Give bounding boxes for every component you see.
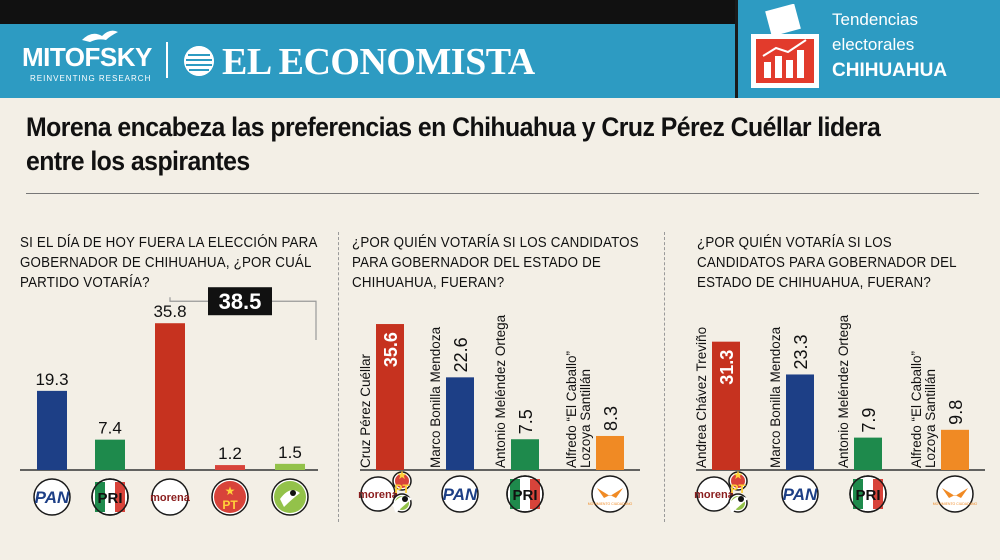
- pri-logo-icon-c2-2: PRI: [506, 475, 544, 513]
- chart-2-candidate-name-2: Antonio Meléndez Ortega: [493, 314, 508, 468]
- section-label-1: Tendencias: [832, 10, 919, 29]
- pan-logo-icon-c1-0: PAN: [33, 478, 71, 516]
- pt-logo-icon-c2-0b: ★PT: [392, 468, 412, 496]
- chart-3-value-label-0: 31.3: [717, 350, 737, 385]
- top-black-bar: [0, 0, 735, 24]
- chart-3-bar-1: [786, 374, 814, 470]
- svg-text:MOVIMIENTO CIUDADANO: MOVIMIENTO CIUDADANO: [588, 502, 633, 506]
- headline-rule: [26, 193, 979, 194]
- chart-1-bar-1: [95, 439, 125, 470]
- svg-text:PT: PT: [730, 482, 746, 496]
- mitofsky-bird-icon: [82, 30, 118, 42]
- pt-logo-icon-c3-0b: ★PT: [728, 468, 748, 496]
- chart-3-bar-0: [712, 341, 740, 470]
- svg-text:PT: PT: [222, 498, 238, 512]
- svg-text:PRI: PRI: [512, 487, 537, 504]
- svg-text:★: ★: [733, 468, 744, 482]
- section-label-2: electorales: [832, 35, 915, 54]
- chart-2-bar-0: [376, 324, 404, 470]
- morena-logo-icon-c2-0: morena: [358, 476, 399, 512]
- brand-divider: [166, 42, 168, 78]
- svg-text:PRI: PRI: [855, 487, 880, 504]
- ballot-box-icon: [751, 4, 819, 88]
- chart-3-candidate-name-3-b: Lozoya Santillán: [923, 369, 938, 468]
- chart-1-value-label-0: 19.3: [35, 370, 68, 389]
- chart-2-value-label-2: 7.5: [516, 409, 536, 434]
- column-divider-1: [338, 232, 339, 522]
- chart-1-total-label: 38.5: [219, 289, 262, 314]
- pri-logo-icon-c3-2: PRI: [849, 475, 887, 513]
- chart-1-total-box: [208, 287, 272, 316]
- chart-3-value-label-1: 23.3: [791, 334, 811, 369]
- chart-2-question: ¿POR QUIÉN VOTARÍA SI LOS CANDIDATOS PAR…: [352, 235, 639, 291]
- chart-2-value-label-1: 22.6: [451, 337, 471, 372]
- chart-2-bar-1: [446, 377, 474, 470]
- header-banner: [0, 24, 735, 98]
- svg-text:PRI: PRI: [97, 490, 122, 507]
- section-label-3: CHIHUAHUA: [832, 60, 948, 81]
- pvem-logo-icon-c2-0c: [392, 493, 412, 513]
- chart-1-bar-0: [37, 390, 67, 470]
- svg-text:morena: morena: [694, 489, 735, 501]
- svg-text:PAN: PAN: [783, 485, 818, 504]
- svg-text:★: ★: [225, 484, 236, 498]
- chart-1-bar-3: [215, 465, 245, 470]
- morena-logo-icon-c3-0: morena: [694, 476, 735, 512]
- chart-2-candidate-name-3-a: Alfredo “El Caballo”: [564, 351, 579, 468]
- chart-2-value-label-3: 8.3: [601, 406, 621, 431]
- mc-logo-icon-c2-3: MOVIMIENTO CIUDADANO: [588, 475, 633, 513]
- headline: Morena encabeza las preferencias en Chih…: [26, 112, 881, 176]
- chart-1-bar-4: [275, 463, 305, 470]
- chart-3-value-label-2: 7.9: [859, 408, 879, 433]
- section-panel: Tendencias electorales CHIHUAHUA: [735, 0, 1000, 98]
- chart-3-value-label-3: 9.8: [946, 400, 966, 425]
- svg-text:PAN: PAN: [443, 485, 478, 504]
- chart-2-bar-2: [511, 439, 539, 470]
- chart-3-candidate-name-0: Andrea Chávez Treviño: [694, 327, 709, 468]
- pvem-logo-icon-c1-4: [271, 478, 309, 516]
- chart-1-value-label-3: 1.2: [218, 444, 242, 463]
- pan-logo-icon-c2-1: PAN: [441, 475, 479, 513]
- chart-3-candidate-name-3-a: Alfredo “El Caballo”: [909, 351, 924, 468]
- chart-3-candidate-name-2: Antonio Meléndez Ortega: [836, 314, 851, 468]
- svg-text:PT: PT: [394, 482, 410, 496]
- chart-1-question: SI EL DÍA DE HOY FUERA LA ELECCIÓN PARA …: [20, 235, 317, 291]
- mitofsky-tagline: REINVENTING RESEARCH: [30, 74, 152, 83]
- chart-3-candidate-name-1: Marco Bonilla Mendoza: [768, 326, 783, 468]
- svg-text:MOVIMIENTO CIUDADANO: MOVIMIENTO CIUDADANO: [933, 502, 978, 506]
- svg-text:★: ★: [397, 468, 408, 482]
- el-economista-logo: EL ECONOMISTA: [222, 41, 535, 83]
- chart-2-candidate-name-0: Cruz Pérez Cuéllar: [358, 353, 373, 468]
- svg-text:morena: morena: [150, 492, 191, 504]
- morena-logo-icon-c1-2: morena: [150, 478, 191, 516]
- column-divider-2: [664, 232, 665, 522]
- mitofsky-logo: MITOFSKY: [22, 42, 152, 72]
- chart-2-candidate-name-3-b: Lozoya Santillán: [578, 369, 593, 468]
- el-economista-globe-icon: [184, 46, 214, 76]
- pri-logo-icon-c1-1: PRI: [91, 478, 129, 516]
- mc-logo-icon-c3-3: MOVIMIENTO CIUDADANO: [933, 475, 978, 513]
- chart-1-value-label-2: 35.8: [153, 302, 186, 321]
- chart-3-question: ¿POR QUIÉN VOTARÍA SI LOS CANDIDATOS PAR…: [697, 235, 957, 291]
- chart-3-bar-3: [941, 429, 969, 470]
- chart-3-bar-2: [854, 437, 882, 470]
- chart-1-value-label-1: 7.4: [98, 419, 122, 438]
- chart-2-bar-3: [596, 435, 624, 470]
- svg-text:morena: morena: [358, 489, 399, 501]
- chart-1-bar-2: [155, 323, 185, 470]
- svg-text:PAN: PAN: [35, 488, 70, 507]
- chart-1-value-label-4: 1.5: [278, 443, 302, 462]
- pt-logo-icon-c1-3: ★PT: [211, 478, 249, 516]
- pan-logo-icon-c3-1: PAN: [781, 475, 819, 513]
- chart-2-value-label-0: 35.6: [381, 332, 401, 367]
- chart-2-candidate-name-1: Marco Bonilla Mendoza: [428, 326, 443, 468]
- pvem-logo-icon-c3-0c: [728, 493, 748, 513]
